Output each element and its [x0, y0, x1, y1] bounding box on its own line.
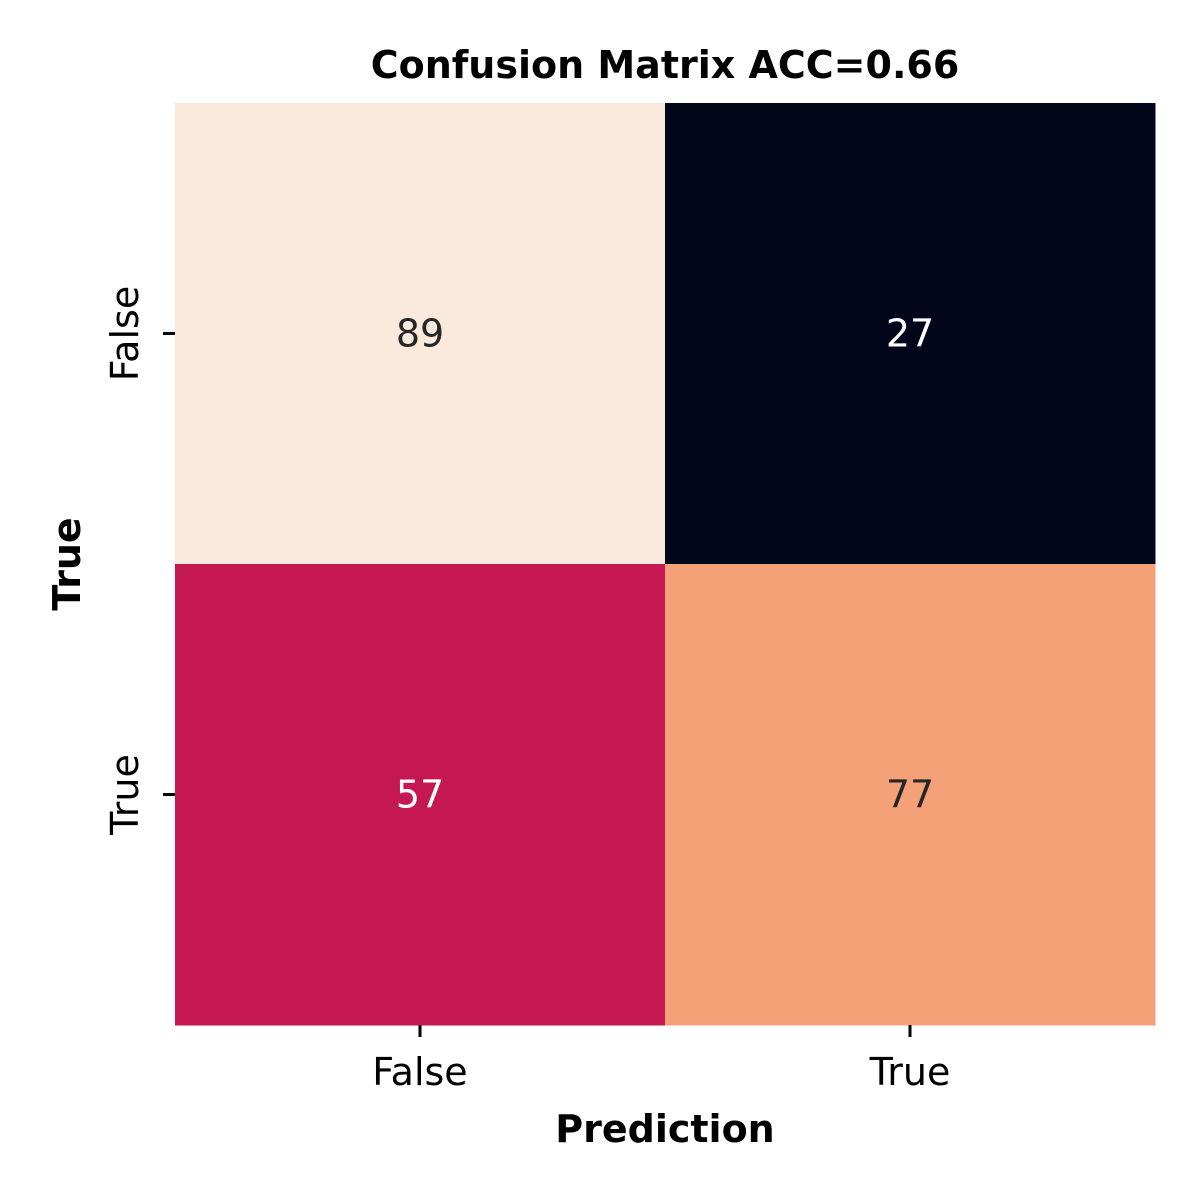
heatmap-cell-true-false [175, 564, 666, 1026]
x-axis-ticks: False True [372, 1025, 950, 1094]
cell-value-label: 89 [396, 312, 444, 356]
cell-value-label: 57 [396, 773, 444, 817]
cell-value-label: 77 [886, 773, 934, 817]
heatmap-cell-false-true [665, 103, 1156, 565]
cell-value-label: 27 [886, 312, 934, 356]
y-axis-label: True [45, 517, 89, 610]
heatmap-cell-labels: 89 27 57 77 [396, 312, 934, 817]
heatmap-cell-true-true [665, 564, 1156, 1026]
heatmap-cell-false-false [175, 103, 666, 565]
y-tick-label: False [103, 286, 147, 381]
y-axis-ticks: False True [103, 286, 175, 836]
x-axis-label: Prediction [555, 1107, 774, 1151]
chart-title: Confusion Matrix ACC=0.66 [371, 43, 960, 87]
y-tick-label: True [103, 754, 147, 836]
x-tick-label: True [869, 1050, 951, 1094]
heatmap-cells [175, 103, 1156, 1026]
x-tick-label: False [372, 1050, 467, 1094]
